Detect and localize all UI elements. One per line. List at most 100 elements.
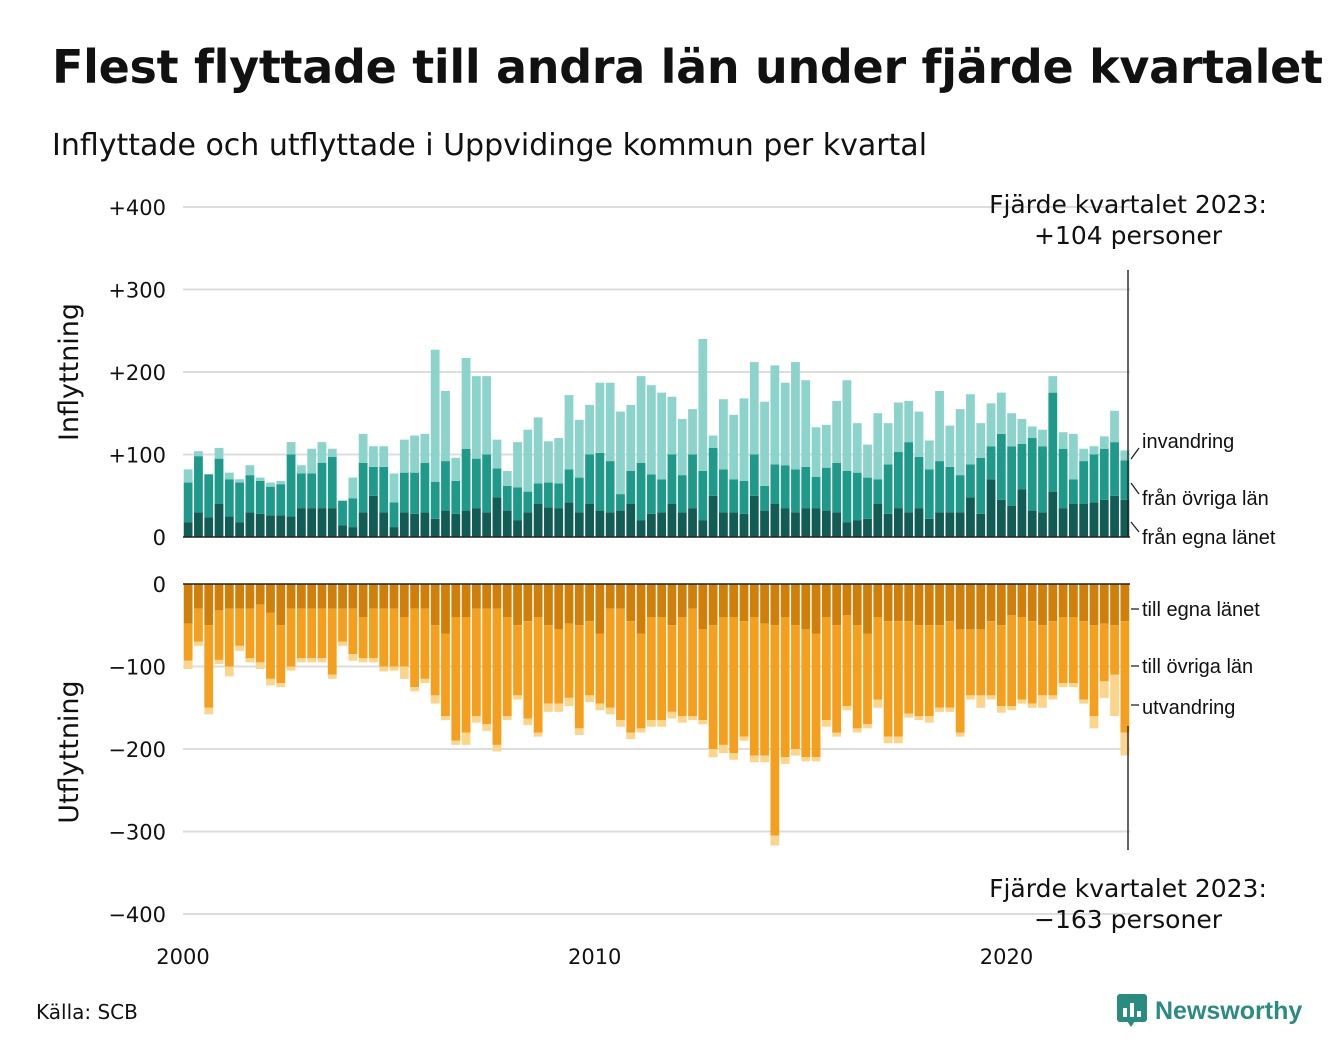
bar-till-ovriga-lan bbox=[307, 608, 317, 659]
bar-fran-ovriga-lan bbox=[626, 471, 636, 504]
bar-till-ovriga-lan bbox=[1027, 621, 1037, 704]
bar-fran-ovriga-lan bbox=[389, 502, 399, 528]
bar-fran-egna-lanet bbox=[976, 513, 986, 537]
bar-fran-ovriga-lan bbox=[780, 465, 790, 509]
bar-till-ovriga-lan bbox=[513, 625, 522, 696]
bar-fran-egna-lanet bbox=[1038, 512, 1047, 537]
bar-fran-ovriga-lan bbox=[873, 479, 883, 504]
bar-fran-ovriga-lan bbox=[574, 477, 584, 513]
bar-till-ovriga-lan bbox=[719, 617, 728, 745]
bar-utvandring bbox=[605, 707, 615, 715]
bar-utvandring bbox=[317, 658, 327, 663]
bar-fran-egna-lanet bbox=[461, 510, 471, 537]
bar-fran-ovriga-lan bbox=[791, 469, 800, 513]
bar-invandring bbox=[729, 414, 739, 480]
bar-utvandring bbox=[410, 687, 419, 692]
bar-utvandring bbox=[224, 666, 234, 677]
bar-till-egna-lanet bbox=[719, 584, 728, 617]
bar-till-ovriga-lan bbox=[286, 608, 296, 667]
bar-invandring bbox=[183, 469, 193, 483]
bar-fran-ovriga-lan bbox=[636, 462, 646, 521]
bar-utvandring bbox=[461, 732, 471, 745]
bar-till-ovriga-lan bbox=[677, 617, 687, 716]
bar-till-egna-lanet bbox=[564, 584, 574, 624]
bar-invandring bbox=[894, 402, 903, 453]
axes bbox=[183, 536, 1130, 585]
bar-till-egna-lanet bbox=[410, 584, 419, 609]
bar-utvandring bbox=[708, 749, 718, 758]
bar-till-egna-lanet bbox=[914, 584, 924, 626]
bar-till-ovriga-lan bbox=[811, 633, 821, 758]
bar-invandring bbox=[924, 440, 934, 470]
bar-till-egna-lanet bbox=[1099, 584, 1109, 624]
bar-till-ovriga-lan bbox=[1068, 617, 1078, 683]
bar-fran-ovriga-lan bbox=[451, 480, 461, 514]
bar-fran-ovriga-lan bbox=[821, 467, 831, 511]
bar-fran-ovriga-lan bbox=[749, 454, 759, 496]
bar-till-ovriga-lan bbox=[832, 625, 842, 733]
bar-utvandring bbox=[729, 753, 739, 760]
bar-invandring bbox=[904, 400, 914, 443]
bar-till-ovriga-lan bbox=[636, 633, 646, 729]
bar-utvandring bbox=[719, 744, 728, 754]
bar-invandring bbox=[513, 442, 522, 488]
bar-till-egna-lanet bbox=[976, 584, 986, 630]
bar-utvandring bbox=[307, 658, 317, 663]
outflow-bars bbox=[183, 584, 1130, 846]
bar-invandring bbox=[307, 448, 317, 474]
bar-invandring bbox=[801, 380, 811, 467]
bar-fran-ovriga-lan bbox=[410, 472, 419, 514]
bar-utvandring bbox=[379, 666, 389, 672]
bar-fran-egna-lanet bbox=[791, 512, 800, 537]
bar-fran-ovriga-lan bbox=[955, 475, 965, 513]
bar-fran-egna-lanet bbox=[883, 513, 893, 537]
series-label-till-egna-lanet: till egna länet bbox=[1142, 599, 1260, 621]
bar-utvandring bbox=[636, 728, 646, 733]
bar-invandring bbox=[327, 448, 337, 457]
bar-fran-egna-lanet bbox=[605, 512, 615, 537]
bar-fran-egna-lanet bbox=[1120, 499, 1130, 538]
bar-utvandring bbox=[471, 716, 481, 723]
bar-utvandring bbox=[502, 716, 512, 721]
bar-fran-ovriga-lan bbox=[307, 473, 317, 509]
chart-title: Flest flyttade till andra län under fjär… bbox=[52, 40, 1323, 94]
bar-till-egna-lanet bbox=[1079, 584, 1089, 622]
bar-fran-egna-lanet bbox=[451, 513, 461, 537]
tick-labels: 0 +100 +200 +300 +400 0 −100 −200 −300 −400 2000 20… bbox=[108, 196, 1033, 969]
bar-invandring bbox=[616, 411, 625, 495]
bar-till-egna-lanet bbox=[821, 584, 831, 617]
bar-utvandring bbox=[194, 641, 203, 646]
bar-invandring bbox=[996, 392, 1006, 434]
bar-fran-egna-lanet bbox=[286, 516, 296, 538]
bar-till-egna-lanet bbox=[811, 584, 821, 634]
bar-fran-ovriga-lan bbox=[338, 500, 347, 526]
bar-invandring bbox=[1099, 436, 1109, 449]
bar-invandring bbox=[1007, 413, 1017, 447]
bar-till-ovriga-lan bbox=[605, 608, 615, 708]
bar-invandring bbox=[863, 444, 872, 478]
bar-invandring bbox=[574, 419, 584, 478]
bar-till-ovriga-lan bbox=[945, 621, 955, 708]
bar-utvandring bbox=[873, 699, 883, 708]
bar-utvandring bbox=[883, 736, 893, 744]
bar-invandring bbox=[235, 479, 245, 483]
bar-utvandring bbox=[327, 674, 337, 679]
bar-utvandring bbox=[852, 728, 862, 733]
bar-utvandring bbox=[924, 716, 934, 723]
y-tick-top: +300 bbox=[108, 279, 166, 303]
bar-fran-ovriga-lan bbox=[1079, 461, 1089, 504]
bar-invandring bbox=[482, 376, 492, 455]
bar-utvandring bbox=[935, 707, 944, 712]
bar-utvandring bbox=[389, 666, 399, 671]
bar-utvandring bbox=[1120, 732, 1130, 756]
bar-till-ovriga-lan bbox=[924, 625, 934, 716]
bar-invandring bbox=[585, 405, 594, 455]
bar-till-ovriga-lan bbox=[379, 608, 389, 667]
bar-fran-egna-lanet bbox=[688, 508, 697, 538]
bar-till-egna-lanet bbox=[214, 584, 224, 611]
bar-fran-egna-lanet bbox=[410, 513, 419, 537]
bar-fran-ovriga-lan bbox=[832, 462, 842, 513]
bar-utvandring bbox=[986, 695, 996, 700]
bar-fran-egna-lanet bbox=[399, 512, 409, 537]
bar-fran-egna-lanet bbox=[852, 520, 862, 537]
